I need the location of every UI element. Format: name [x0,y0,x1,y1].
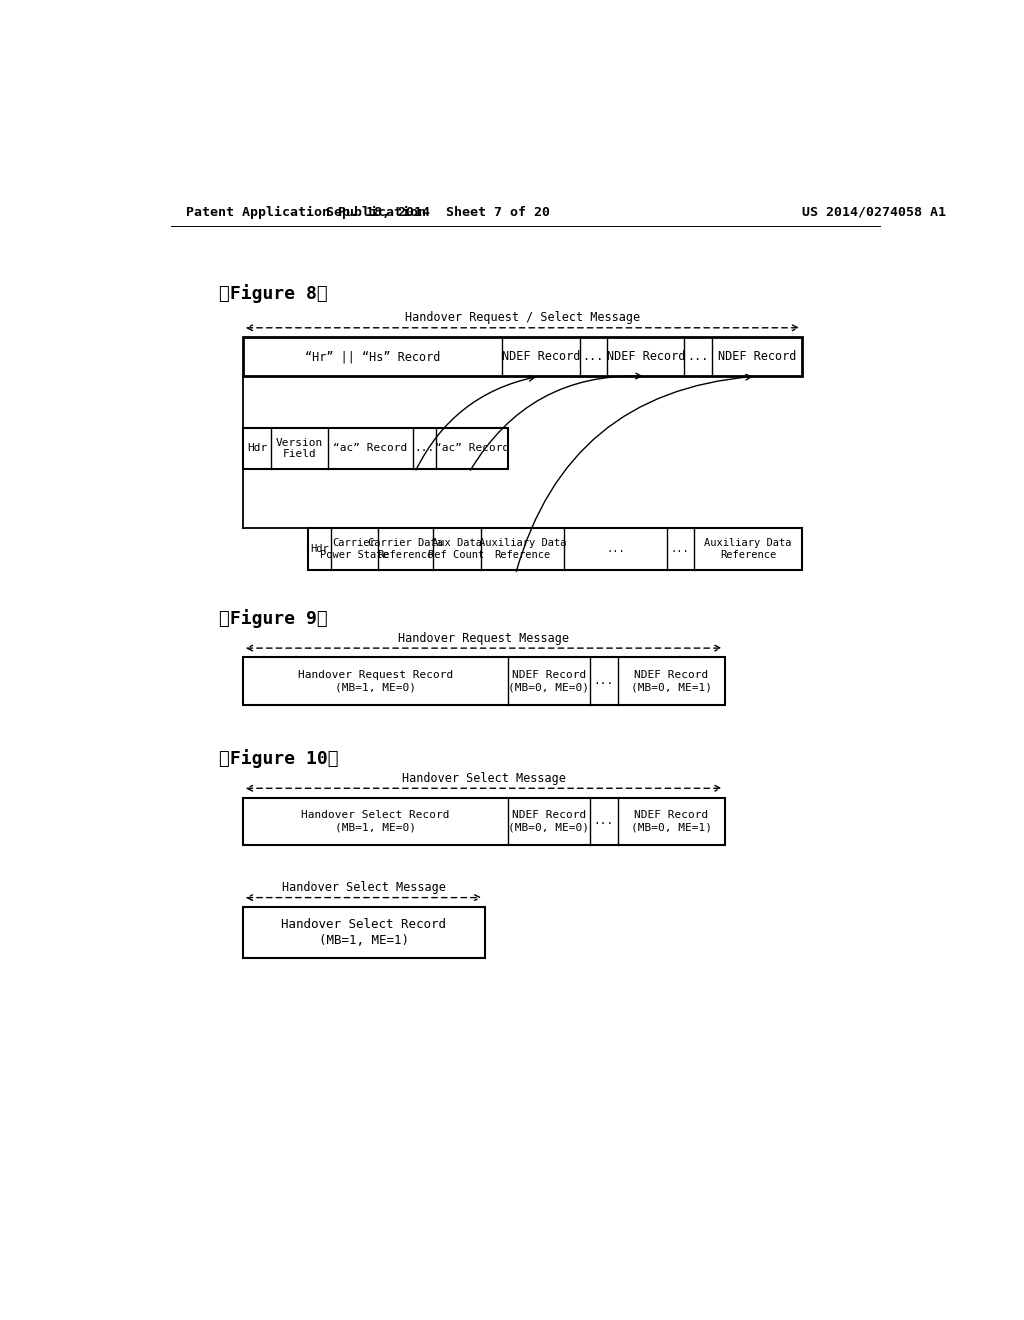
Text: NDEF Record
(MB=0, ME=0): NDEF Record (MB=0, ME=0) [508,671,590,693]
Text: Carrier Data
Reference: Carrier Data Reference [368,539,442,560]
Text: Sep. 18, 2014  Sheet 7 of 20: Sep. 18, 2014 Sheet 7 of 20 [326,206,550,219]
Text: Handover Select Record
(MB=1, ME=1): Handover Select Record (MB=1, ME=1) [282,917,446,946]
Text: Handover Request Record
(MB=1, ME=0): Handover Request Record (MB=1, ME=0) [298,671,453,693]
Text: ...: ... [671,544,689,554]
Text: US 2014/0274058 A1: US 2014/0274058 A1 [802,206,946,219]
Text: NDEF Record: NDEF Record [606,350,685,363]
Text: “ac” Record: “ac” Record [435,444,509,453]
Text: “Hr” || “Hs” Record: “Hr” || “Hs” Record [305,350,440,363]
Text: ...: ... [687,350,709,363]
Text: ...: ... [583,350,604,363]
Bar [243,337,802,376]
Text: Patent Application Publication: Patent Application Publication [186,206,426,219]
Text: Handover Select Record
(MB=1, ME=0): Handover Select Record (MB=1, ME=0) [301,810,450,833]
Bar [243,428,508,469]
Text: 「Figure 8」: 「Figure 8」 [219,284,329,302]
Text: Hdr: Hdr [247,444,267,453]
Text: Handover Request Message: Handover Request Message [398,631,569,644]
Text: Version
Field: Version Field [276,437,324,459]
Bar [243,907,484,958]
Text: NDEF Record
(MB=0, ME=1): NDEF Record (MB=0, ME=1) [631,810,712,833]
Text: ...: ... [415,444,435,453]
Text: Hdr: Hdr [310,544,329,554]
Text: Handover Select Message: Handover Select Message [401,772,565,785]
Text: NDEF Record: NDEF Record [502,350,581,363]
Text: Auxiliary Data
Reference: Auxiliary Data Reference [479,539,566,560]
Text: ...: ... [594,816,614,826]
Bar [243,657,725,705]
Text: 「Figure 10」: 「Figure 10」 [219,750,339,768]
Bar [243,797,725,845]
Text: NDEF Record
(MB=0, ME=1): NDEF Record (MB=0, ME=1) [631,671,712,693]
Text: Auxiliary Data
Reference: Auxiliary Data Reference [705,539,792,560]
Text: NDEF Record: NDEF Record [718,350,796,363]
Text: 「Figure 9」: 「Figure 9」 [219,610,329,628]
Text: Carrier
Power State: Carrier Power State [319,539,389,560]
Text: Handover Select Message: Handover Select Message [282,880,445,894]
Text: NDEF Record
(MB=0, ME=0): NDEF Record (MB=0, ME=0) [508,810,590,833]
Text: Aux Data
Ref Count: Aux Data Ref Count [428,539,484,560]
Bar [308,528,802,570]
Text: ...: ... [606,544,625,554]
Text: “ac” Record: “ac” Record [334,444,408,453]
Text: ...: ... [594,676,614,686]
Text: Handover Request / Select Message: Handover Request / Select Message [404,312,640,325]
